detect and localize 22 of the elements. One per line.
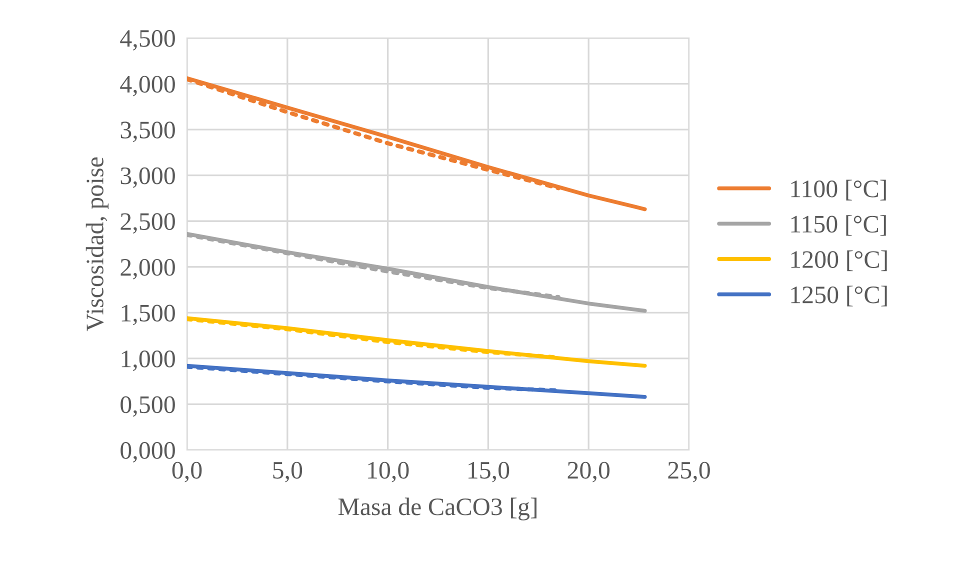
legend-label: 1100 [°C] [791, 180, 886, 200]
legend-label: 1250 [°C] [791, 286, 887, 306]
y-tick-label: 2,000 [120, 258, 175, 280]
y-tick-label: 4,000 [120, 76, 175, 96]
legend-label: 1150 [°C] [791, 215, 886, 236]
x-tick-label: 25,0 [668, 462, 710, 482]
y-axis-title: Viscosidad, poise [86, 157, 109, 332]
y-tick-label: 0,500 [120, 396, 175, 417]
y-tick-label: 1,500 [122, 304, 175, 326]
x-tick-label: 20,0 [568, 462, 610, 482]
y-tick-label: 3,000 [120, 167, 175, 188]
y-tick-label: 2,500 [120, 213, 175, 234]
x-axis-title: Masa de CaCO3 [g] [338, 498, 536, 520]
x-tick-label: 10,0 [368, 462, 409, 482]
x-tick-label: 0,0 [172, 462, 202, 482]
x-tick-label: 5,0 [273, 462, 302, 482]
y-tick-label: 1,000 [122, 350, 175, 371]
y-tick-label: 3,500 [120, 122, 175, 142]
legend-label: 1200 [°C] [791, 250, 887, 272]
y-tick-label: 4,500 [120, 30, 175, 51]
x-tick-label: 15,0 [468, 462, 510, 482]
y-tick-label: 0,000 [120, 442, 175, 463]
